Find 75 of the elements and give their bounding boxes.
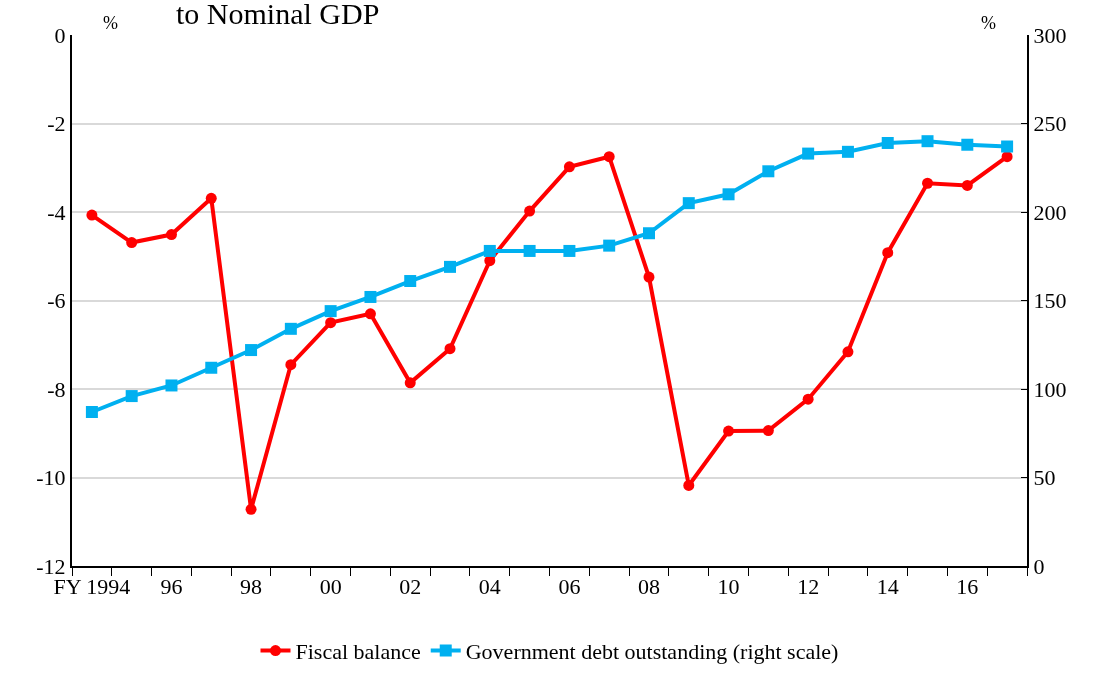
x-tick-label: 16 [956,574,979,600]
x-tick-label: 98 [240,574,263,600]
point [245,503,257,515]
point [523,244,536,257]
point [404,275,417,288]
point [841,145,854,158]
point [245,344,258,357]
point [642,227,655,240]
point [683,479,695,491]
point [444,260,457,273]
point [723,425,735,437]
point [165,229,177,241]
point [762,165,775,178]
point [285,359,297,371]
y2-axis-title: % [981,13,996,33]
point [882,247,894,259]
point [762,425,774,437]
legend-label: Fiscal balance [295,639,421,665]
point [85,406,98,419]
point [483,244,496,257]
point [563,161,575,173]
x-tick-label: 02 [399,574,422,600]
y-tick-label: -6 [47,288,66,314]
y-tick-label: 0 [54,22,66,48]
point [921,135,934,148]
point [961,179,973,191]
point [205,192,217,204]
point [86,209,98,221]
x-tick-label: 14 [876,574,899,600]
y-tick-label: -8 [47,376,66,402]
legend-label: Government debt outstanding (right scale) [465,639,839,665]
point [126,237,138,249]
point [722,188,735,201]
y2-tick-label: 100 [1033,376,1067,402]
x-tick-label: 12 [797,574,820,600]
point [961,138,974,151]
point [802,147,815,160]
y-axis-title: % [103,13,118,33]
point [682,197,695,210]
x-tick-label: 10 [717,574,740,600]
y2-tick-label: 300 [1033,22,1067,48]
point [922,177,934,189]
point [165,379,178,392]
y-tick-label: -10 [36,465,66,491]
point [603,239,616,252]
point [603,151,615,163]
point [284,322,297,335]
point [643,271,655,283]
point [364,290,377,303]
point [802,393,814,405]
y2-tick-label: 0 [1033,553,1045,579]
point [324,305,337,318]
point [364,308,376,320]
y2-tick-label: 150 [1033,288,1067,314]
x-tick-label: 06 [558,574,581,600]
point [404,377,416,389]
y2-tick-label: 50 [1033,465,1056,491]
point [563,244,576,257]
point [125,390,138,403]
point [1001,140,1014,153]
y2-tick-label: 250 [1033,111,1067,137]
y2-tick-label: 200 [1033,199,1067,225]
point [881,136,894,149]
point [524,205,536,217]
x-tick-label: 08 [637,574,660,600]
x-tick-label: 96 [160,574,183,600]
y-tick-label: -2 [47,111,66,137]
y-tick-label: -4 [47,199,66,225]
x-tick-label: 04 [478,574,501,600]
point [842,346,854,358]
point [444,343,456,355]
point [205,361,218,374]
point [325,317,337,329]
chart-title: to Nominal GDP [176,0,380,31]
x-tick-label: 00 [319,574,342,600]
